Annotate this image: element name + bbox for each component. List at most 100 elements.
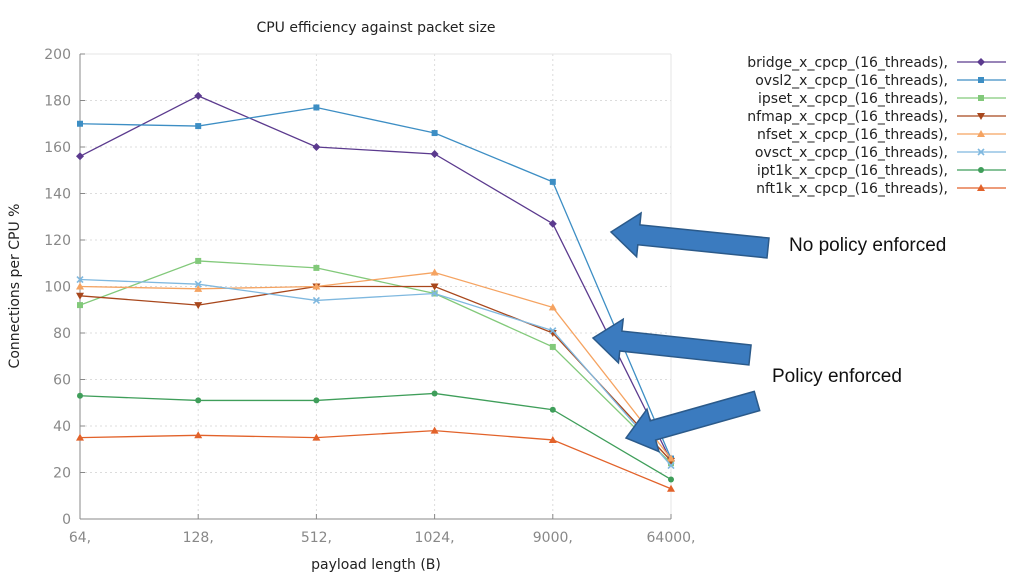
series-group	[76, 91, 675, 492]
data-point	[430, 283, 439, 291]
data-point	[195, 123, 202, 130]
data-point	[76, 275, 84, 284]
legend-label: ovsl2_x_cpcp_(16_threads),	[755, 73, 948, 89]
data-point	[667, 484, 675, 492]
y-tick-label: 100	[44, 280, 71, 296]
data-point	[312, 143, 321, 151]
series-5	[76, 275, 675, 470]
arrow-policy-lower	[624, 390, 761, 453]
annotation-no-policy: No policy enforced	[789, 235, 947, 256]
legend-label: ovsct_x_cpcp_(16_threads),	[755, 145, 948, 161]
data-point	[430, 268, 439, 276]
data-point	[549, 406, 556, 413]
series-4	[76, 268, 675, 462]
y-tick-label: 120	[44, 233, 71, 249]
x-tick-label: 128,	[183, 530, 214, 546]
series-7	[76, 426, 675, 492]
data-point	[77, 392, 83, 399]
data-point	[430, 426, 439, 434]
data-point	[430, 149, 439, 158]
data-point	[77, 120, 83, 127]
legend-marker	[977, 130, 985, 137]
data-point	[194, 284, 203, 292]
series-line	[79, 285, 672, 462]
series-6	[77, 390, 674, 483]
data-point	[667, 454, 675, 462]
y-tick-label: 60	[53, 373, 71, 389]
data-point	[76, 292, 84, 300]
legend-label: ipt1k_x_cpcp_(16_threads),	[757, 163, 948, 179]
data-point	[76, 433, 84, 441]
y-tick-label: 140	[44, 187, 71, 203]
y-tick-label: 200	[44, 47, 71, 63]
legend-marker	[978, 95, 984, 101]
data-point	[668, 476, 674, 483]
legend-marker	[977, 148, 985, 156]
data-point	[549, 327, 557, 335]
x-axis-label: payload length (B)	[311, 557, 441, 573]
series-line	[79, 260, 672, 464]
data-point	[549, 178, 556, 185]
y-tick-label: 20	[53, 466, 71, 482]
arrow-policy-upper	[591, 317, 752, 366]
data-point	[313, 264, 320, 271]
y-tick-label: 180	[44, 94, 71, 110]
x-tick-label: 64,	[69, 530, 91, 546]
data-point	[195, 397, 202, 404]
legend-marker	[977, 113, 985, 120]
data-point	[431, 390, 438, 397]
y-tick-label: 0	[62, 512, 71, 528]
series-3	[76, 283, 675, 465]
data-point	[549, 343, 556, 350]
legend-label: nft1k_x_cpcp_(16_threads),	[756, 181, 948, 197]
data-point	[313, 397, 320, 404]
legend-marker	[977, 184, 985, 191]
x-tick-label: 1024,	[415, 530, 455, 546]
data-point	[548, 303, 557, 311]
data-point	[194, 431, 203, 439]
data-point	[431, 130, 438, 137]
y-tick-label: 40	[53, 419, 71, 435]
data-point	[76, 282, 84, 290]
data-point	[548, 435, 557, 443]
x-axis-ticks: 64, 128, 512, 1024, 9000, 64000,	[69, 514, 696, 546]
x-tick-label: 9000,	[533, 530, 573, 546]
data-point	[76, 152, 84, 161]
series-line	[79, 278, 672, 466]
x-tick-label: 512,	[301, 530, 332, 546]
data-point	[431, 289, 439, 298]
data-point	[312, 433, 321, 441]
y-tick-label: 80	[53, 326, 71, 342]
legend: bridge_x_cpcp_(16_threads), ovsl2_x_cpcp_…	[747, 55, 1006, 197]
x-tick-label: 64000,	[647, 530, 696, 546]
data-point	[194, 280, 202, 288]
legend-marker	[978, 77, 984, 83]
annotation-arrows	[591, 211, 770, 453]
series-line	[79, 271, 672, 459]
chart-title: CPU efficiency against packet size	[256, 20, 495, 36]
legend-label: ipset_x_cpcp_(16_threads),	[758, 91, 948, 107]
data-point	[194, 302, 203, 310]
annotation-policy: Policy enforced	[772, 366, 902, 387]
series-line	[79, 106, 672, 459]
legend-marker	[977, 58, 985, 66]
series-line	[79, 429, 672, 490]
data-point	[548, 219, 557, 228]
y-axis-ticks: 0 20 40 60 80 100 120 140 160 180 200	[44, 47, 85, 528]
legend-marker	[978, 167, 984, 173]
series-2	[77, 257, 674, 467]
legend-label: nfset_x_cpcp_(16_threads),	[757, 127, 948, 143]
series-line	[79, 95, 672, 462]
legend-label: bridge_x_cpcp_(16_threads),	[747, 55, 948, 71]
data-point	[312, 296, 320, 305]
series-0	[76, 91, 675, 465]
data-point	[312, 282, 321, 290]
y-tick-label: 160	[44, 140, 71, 156]
y-axis-label: Connections per CPU %	[7, 204, 23, 369]
data-point	[195, 257, 202, 264]
legend-label: nfmap_x_cpcp_(16_threads),	[747, 109, 948, 125]
series-line	[79, 392, 672, 481]
data-point	[313, 104, 320, 111]
data-point	[77, 302, 83, 309]
